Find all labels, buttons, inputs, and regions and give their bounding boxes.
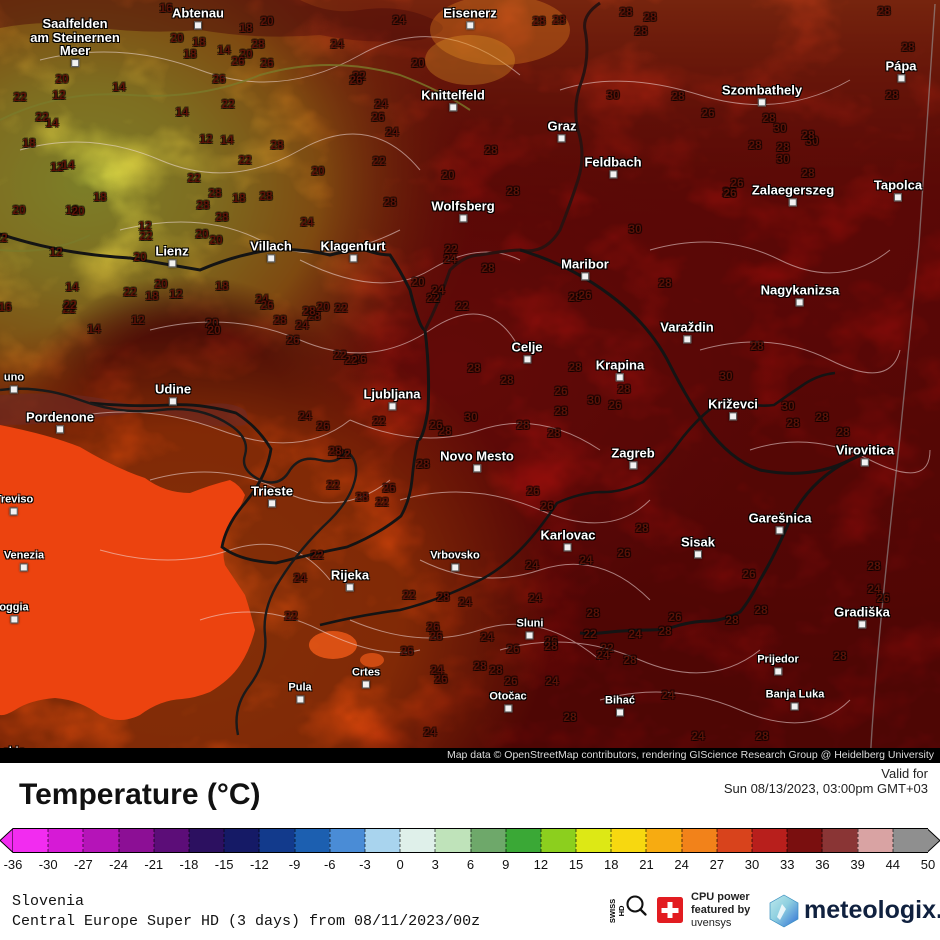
- svg-text:SWISS: SWISS: [608, 898, 617, 922]
- svg-text:HD: HD: [617, 905, 626, 916]
